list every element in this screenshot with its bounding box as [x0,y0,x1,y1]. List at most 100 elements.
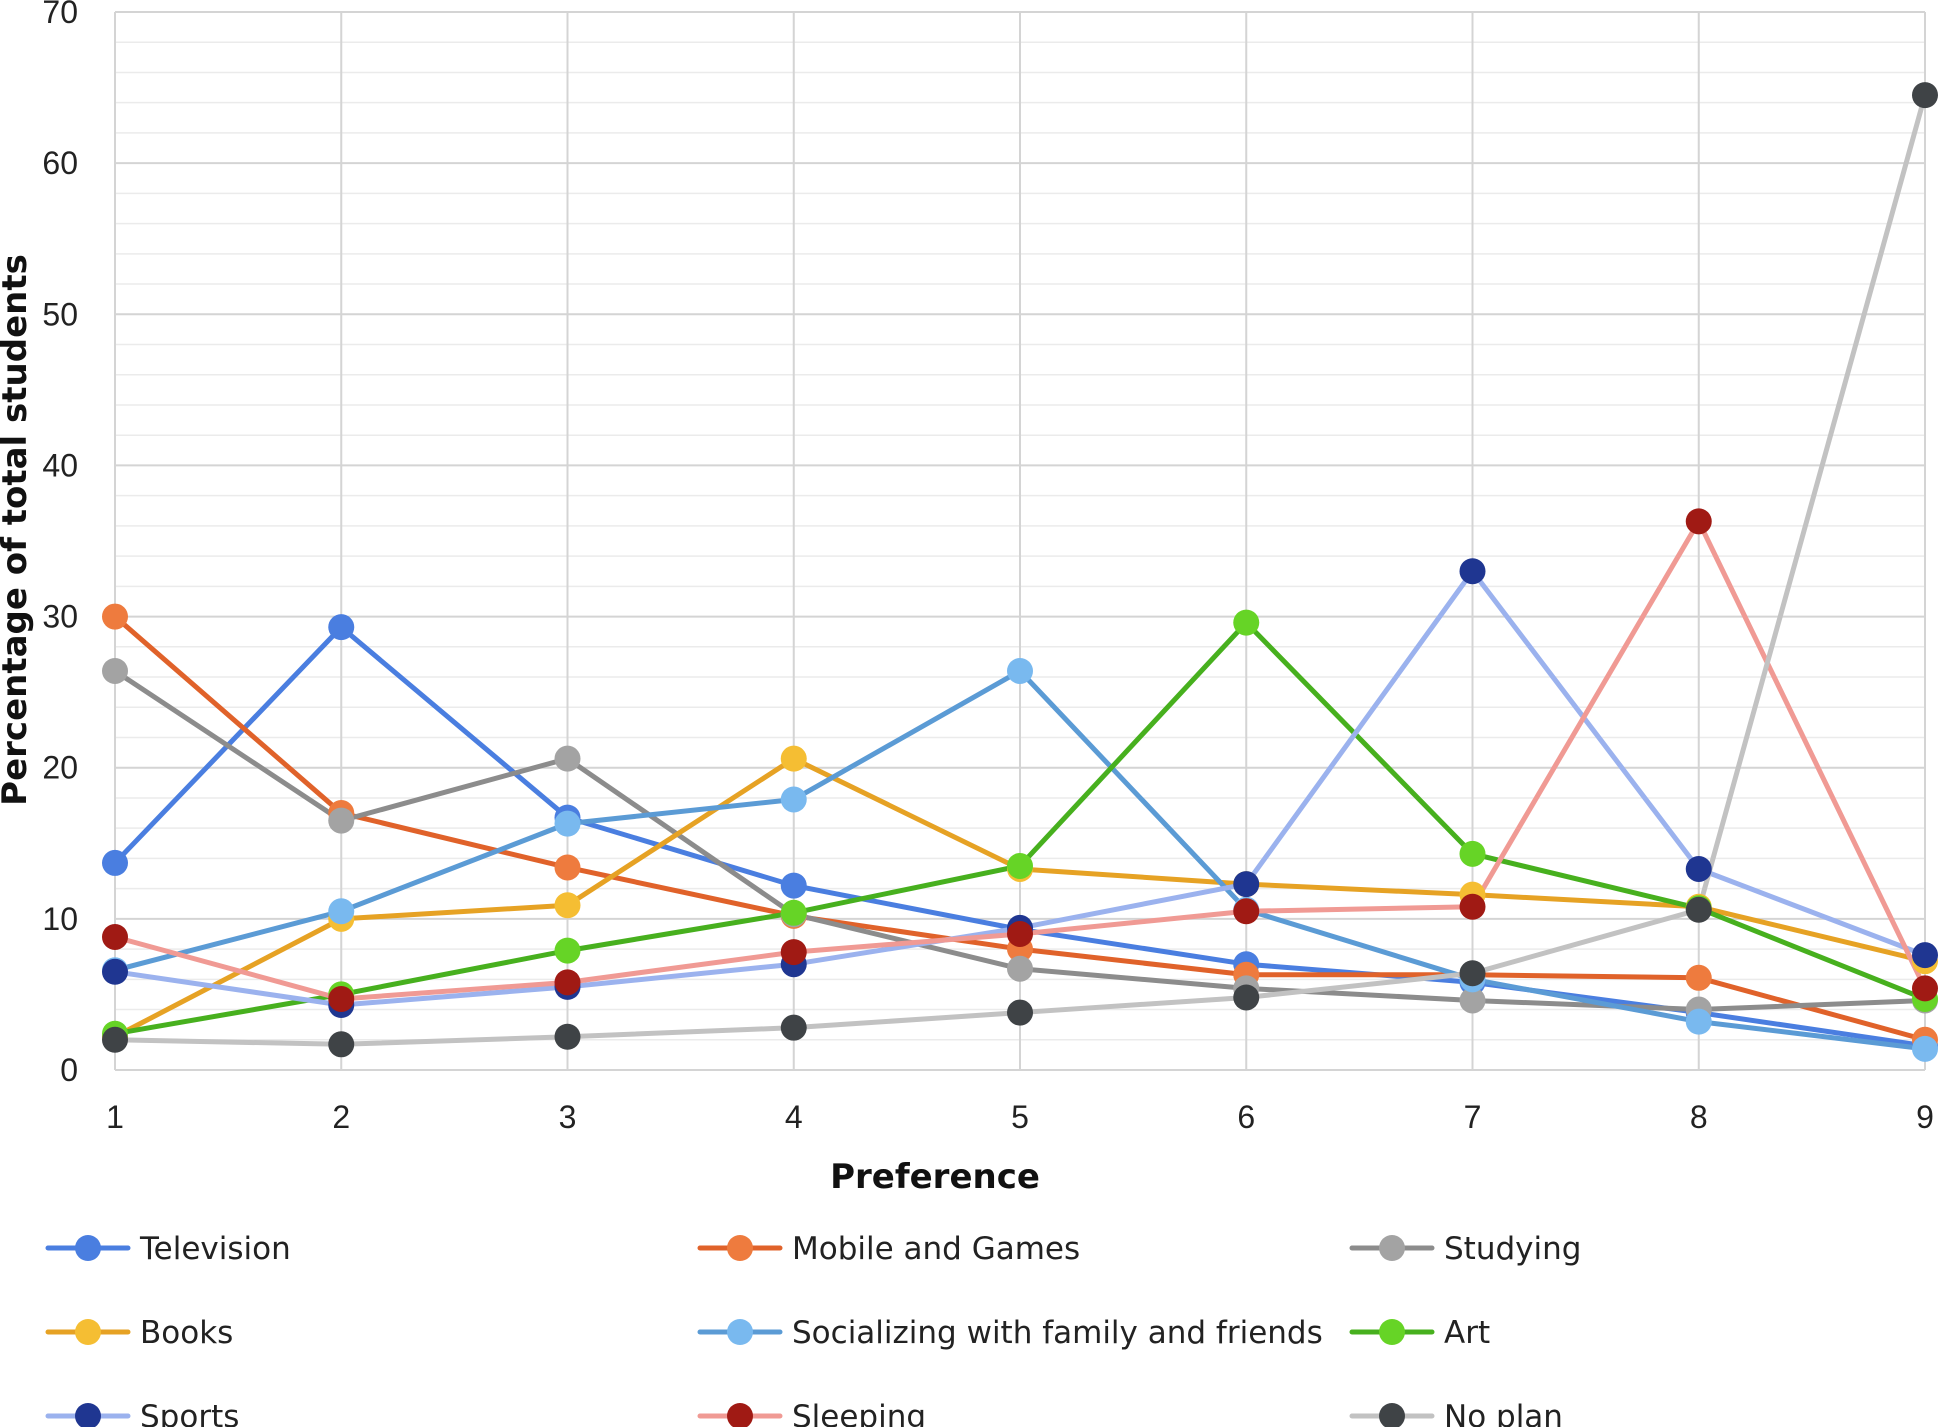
data-point-sleeping [1459,893,1486,920]
series-markers [102,82,1938,1062]
x-tick-label: 8 [1690,1099,1708,1135]
major-gridlines [114,11,1926,1071]
data-point-sleeping [1685,508,1712,535]
legend-item-sleeping: Sleeping [697,1399,926,1427]
data-point-no-plan [1912,82,1938,109]
legend-label: Sports [140,1399,239,1427]
data-point-mobile-and-games [1685,964,1712,991]
data-point-no-plan [780,1014,807,1041]
data-point-television [780,872,807,899]
data-point-socializing-with-family-and-friends [328,898,355,925]
legend-label: Sleeping [792,1399,926,1427]
legend-label: No plan [1444,1399,1563,1427]
y-tick-label: 70 [42,0,78,30]
legend-label: Socializing with family and friends [792,1315,1323,1351]
x-tick-label: 3 [559,1099,577,1135]
data-point-television [102,849,128,876]
legend-item-art: Art [1349,1315,1490,1351]
legend-label: Books [140,1315,233,1351]
data-point-art [554,937,581,964]
data-point-studying [1459,987,1486,1014]
data-point-no-plan [1007,999,1033,1026]
data-point-sleeping [1912,975,1938,1002]
legend-item-mobile-and-games: Mobile and Games [697,1231,1080,1267]
legend-marker-swatch [727,1319,753,1345]
data-point-art [1233,609,1260,636]
data-point-socializing-with-family-and-friends [554,810,581,837]
legend-label: Studying [1444,1231,1581,1267]
data-point-sleeping [554,969,581,996]
data-point-sleeping [102,923,128,950]
legend-marker-swatch [75,1319,101,1345]
legend-marker-swatch [727,1235,753,1261]
data-point-sports [1459,558,1486,585]
legend-marker-swatch [75,1235,101,1261]
data-point-art [780,899,807,926]
y-tick-label: 0 [60,1052,78,1088]
legend-label: Art [1444,1315,1490,1351]
legend-marker-swatch [1379,1319,1405,1345]
data-point-socializing-with-family-and-friends [780,786,807,813]
y-tick-label: 10 [42,901,78,937]
data-point-sleeping [328,985,355,1012]
x-tick-label: 5 [1011,1099,1029,1135]
legend-item-studying: Studying [1349,1231,1581,1267]
legend-item-television: Television [45,1231,291,1267]
legend-label: Mobile and Games [792,1231,1080,1267]
data-point-mobile-and-games [102,603,128,630]
y-tick-label: 30 [42,599,78,635]
data-point-studying [328,807,355,834]
legend-item-sports: Sports [45,1399,239,1427]
data-point-sports [102,958,128,985]
legend-item-no-plan: No plan [1349,1399,1563,1427]
data-point-sports [1912,942,1938,969]
x-tick-label: 2 [332,1099,350,1135]
data-point-no-plan [102,1026,128,1053]
data-point-sleeping [1233,898,1260,925]
legend-marker-swatch [75,1403,101,1427]
x-tick-label: 9 [1916,1099,1934,1135]
legend-item-socializing-with-family-and-friends: Socializing with family and friends [697,1315,1323,1351]
data-point-socializing-with-family-and-friends [1007,657,1033,684]
data-point-socializing-with-family-and-friends [1685,1008,1712,1035]
data-point-television [328,614,355,641]
x-axis-title: Preference [830,1157,1040,1197]
data-point-no-plan [1233,984,1260,1011]
data-point-no-plan [1459,960,1486,987]
data-point-art [1459,840,1486,867]
x-tick-label: 4 [785,1099,803,1135]
y-axis-title: Percentage of total students [0,254,35,806]
legend: Television Mobile and Games Studying Books S… [45,1231,1581,1427]
y-axis-tick-labels: 0 10 20 30 40 50 60 70 [42,0,78,1088]
y-tick-label: 20 [42,750,78,786]
x-tick-label: 6 [1237,1099,1255,1135]
legend-marker-swatch [1379,1403,1405,1427]
legend-item-books: Books [45,1315,233,1351]
data-point-books [554,892,581,919]
y-tick-label: 40 [42,447,78,483]
data-point-socializing-with-family-and-friends [1912,1035,1938,1062]
data-point-studying [102,657,128,684]
x-tick-label: 7 [1464,1099,1482,1135]
data-point-mobile-and-games [554,854,581,881]
x-tick-label: 1 [106,1099,124,1135]
data-point-sports [1233,871,1260,898]
data-point-art [1007,852,1033,879]
data-point-studying [554,745,581,772]
data-point-studying [1007,955,1033,982]
legend-label: Television [139,1231,291,1267]
legend-marker-swatch [1379,1235,1405,1261]
data-point-sleeping [780,939,807,966]
legend-marker-swatch [727,1403,753,1427]
data-point-no-plan [1685,896,1712,923]
y-tick-label: 50 [42,296,78,332]
data-point-sports [1685,855,1712,882]
y-tick-label: 60 [42,145,78,181]
data-point-sleeping [1007,920,1033,947]
data-point-books [780,745,807,772]
x-axis-tick-labels: 1 2 3 4 5 6 7 8 9 [106,1099,1934,1135]
data-point-no-plan [328,1031,355,1058]
data-point-no-plan [554,1023,581,1050]
